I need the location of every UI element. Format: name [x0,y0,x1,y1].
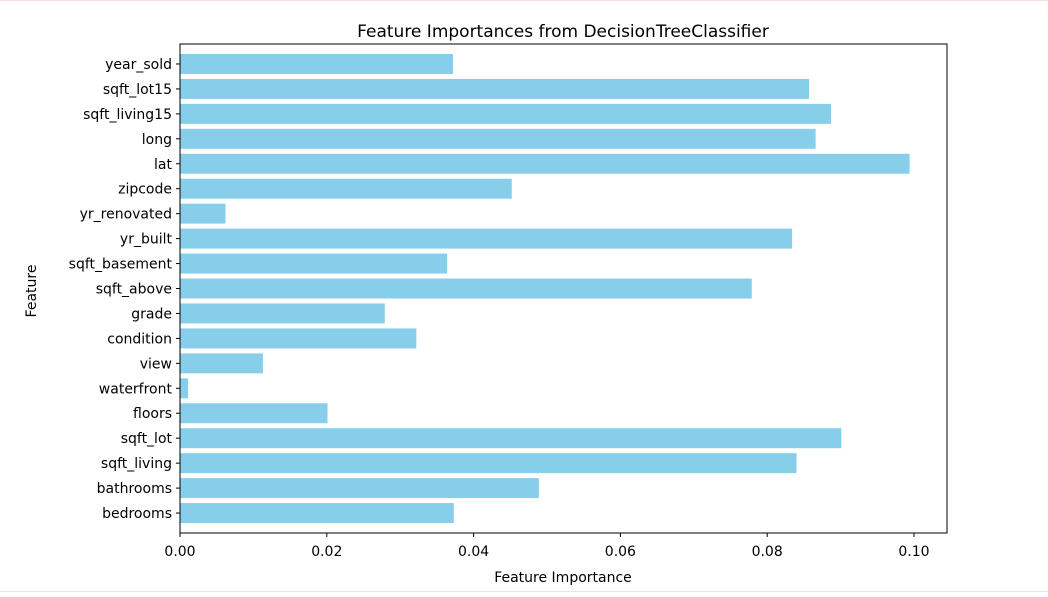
bar-yr_built [180,228,793,249]
y-tick-label: bedrooms [102,506,172,522]
y-tick-label: lat [154,157,172,173]
bar-zipcode [180,178,512,199]
x-tick-label: 0.04 [458,544,489,560]
y-axis: bedrooms bathrooms sqft_living sqft_lot floo… [69,57,180,522]
bar-waterfront [180,378,189,399]
bar-floors [180,403,328,424]
bar-condition [180,328,417,349]
y-tick-label: zipcode [118,182,172,198]
bar-sqft_lot [180,428,842,449]
y-tick-label: bathrooms [97,481,172,497]
bar-bedrooms [180,503,454,524]
y-tick-label: yr_built [120,232,173,248]
bar-long [180,128,816,149]
y-tick-label: sqft_above [96,282,172,298]
x-tick-label: 0.02 [311,544,342,560]
y-tick-label: condition [107,331,172,347]
bar-sqft_living [180,453,797,474]
bar-lat [180,153,910,174]
x-tick-label: 0.00 [164,544,195,560]
y-tick-label: sqft_lot15 [103,82,172,98]
y-tick-label: long [142,132,172,148]
bar-sqft_living15 [180,103,832,124]
x-tick-label: 0.06 [605,544,636,560]
y-axis-label: Feature [24,265,40,318]
y-tick-label: sqft_living [101,456,172,472]
bar-sqft_lot15 [180,78,810,99]
y-tick-label: waterfront [99,381,173,397]
bar-view [180,353,263,374]
x-axis-label: Feature Importance [494,570,632,586]
y-tick-label: yr_renovated [80,207,172,223]
y-tick-label: sqft_basement [69,257,173,273]
x-tick-label: 0.10 [898,544,929,560]
bar-sqft_basement [180,253,448,274]
x-tick-label: 0.08 [752,544,783,560]
chart-title: Feature Importances from DecisionTreeCla… [357,22,769,42]
bar-grade [180,303,385,324]
y-tick-label: floors [133,406,172,422]
bar-bathrooms [180,478,539,499]
x-axis: 0.00 0.02 0.04 0.06 0.08 0.10 [164,533,930,560]
bar-yr_renovated [180,203,226,224]
bar-sqft_above [180,278,752,299]
y-tick-label: view [140,356,172,372]
y-tick-label: sqft_lot [121,431,173,447]
y-tick-label: grade [131,306,172,322]
bar-year_sold [180,53,454,74]
y-tick-label: sqft_living15 [83,107,172,123]
y-tick-label: year_sold [105,57,172,73]
bars-group [180,53,910,524]
